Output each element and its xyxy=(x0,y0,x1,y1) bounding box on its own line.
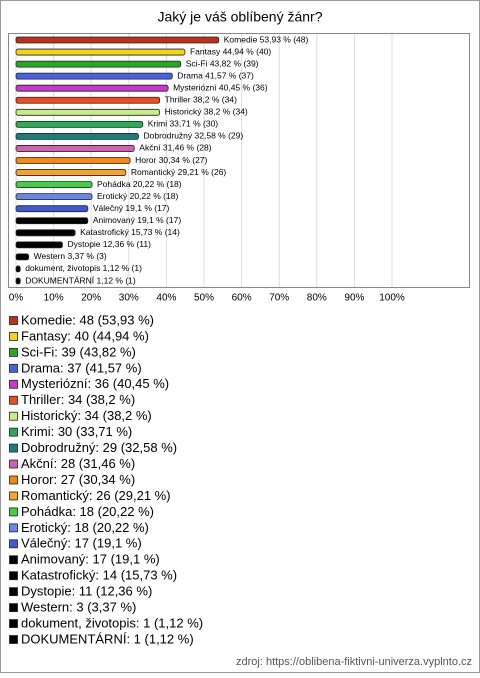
bar-label: Animovaný 19,1 % (17) xyxy=(93,215,182,225)
legend-label: Western: 3 (3,37 %) xyxy=(21,600,136,615)
legend-swatch xyxy=(9,635,18,644)
bar-label: Horor 30,34 % (27) xyxy=(135,155,207,165)
bar-label: Komedie 53,93 % (48) xyxy=(224,34,309,44)
legend-label: dokument, životopis: 1 (1,12 %) xyxy=(21,615,203,630)
bar xyxy=(15,181,93,189)
bar xyxy=(15,84,169,92)
bar xyxy=(15,157,131,164)
legend-label: Mysteriózní: 36 (40,45 %) xyxy=(21,376,169,391)
legend-label: Fantasy: 40 (44,94 %) xyxy=(21,328,149,343)
legend-swatch xyxy=(9,571,18,581)
x-tick-label: 20% xyxy=(81,293,101,304)
legend-swatch xyxy=(9,507,18,517)
bar-label: Thriller 38,2 % (34) xyxy=(165,95,237,105)
bar xyxy=(15,96,161,104)
legend-swatch xyxy=(9,316,18,325)
x-tick-label: 0% xyxy=(9,293,24,304)
legend-swatch xyxy=(9,332,18,341)
legend-swatch xyxy=(9,491,18,501)
legend-swatch xyxy=(9,603,18,612)
legend-swatch xyxy=(9,539,18,549)
bar xyxy=(15,241,63,249)
legend-label: Historický: 34 (38,2 %) xyxy=(21,408,152,423)
legend-label: Krimi: 30 (33,71 %) xyxy=(21,424,132,439)
legend-label: Erotický: 18 (20,22 %) xyxy=(21,520,149,535)
bar-label: Dystopie 12,36 % (11) xyxy=(67,239,151,249)
legend-label: Pohádka: 18 (20,22 %) xyxy=(21,504,154,519)
bar xyxy=(15,132,139,140)
legend-swatch xyxy=(9,395,18,405)
x-tick-label: 40% xyxy=(156,293,176,304)
legend-swatch xyxy=(9,443,18,453)
bar xyxy=(15,169,127,176)
bar-label: Sci-Fi 43,82 % (39) xyxy=(186,58,259,68)
x-tick-label: 70% xyxy=(269,293,289,304)
legend-swatch xyxy=(9,523,18,533)
bar-label: dokument, životopis 1,12 % (1) xyxy=(25,263,142,273)
legend-label: Akční: 28 (31,46 %) xyxy=(21,456,135,471)
legend-label: Thriller: 34 (38,2 %) xyxy=(21,392,135,407)
legend-label: Drama: 37 (41,57 %) xyxy=(21,360,142,375)
bar-label: Krimi 33,71 % (30) xyxy=(148,119,219,129)
bar xyxy=(15,120,144,128)
bar-label: Akční 31,46 % (28) xyxy=(139,143,211,153)
x-tick-label: 10% xyxy=(44,293,64,304)
bar xyxy=(15,253,30,261)
legend-label: Sci-Fi: 39 (43,82 %) xyxy=(21,344,136,359)
legend-label: Katastrofický: 14 (15,73 %) xyxy=(21,568,177,583)
bar xyxy=(15,265,21,273)
legend-swatch xyxy=(9,379,18,389)
source: zdroj: https://oblibena-fiktivni-univerz… xyxy=(236,656,472,668)
legend-swatch xyxy=(9,427,18,437)
bar-label: Katastrofický 15,73 % (14) xyxy=(80,227,180,237)
bar xyxy=(15,72,173,80)
x-tick-label: 100% xyxy=(379,293,405,304)
bar-label: Erotický 20,22 % (18) xyxy=(97,191,178,201)
bar-label: Pohádka 20,22 % (18) xyxy=(97,179,182,189)
bar xyxy=(15,145,135,152)
bar xyxy=(15,229,76,237)
x-tick-label: 90% xyxy=(344,293,364,304)
legend-swatch xyxy=(9,475,18,485)
legend-label: Válečný: 17 (19,1 %) xyxy=(21,536,142,551)
bar xyxy=(15,36,220,44)
legend-swatch xyxy=(9,619,18,628)
x-tick-label: 50% xyxy=(194,293,214,304)
legend-label: Horor: 27 (30,34 %) xyxy=(21,472,135,487)
bar-label: Dobrodružný 32,58 % (29) xyxy=(144,131,244,141)
x-tick-label: 80% xyxy=(307,293,327,304)
legend-label: Animovaný: 17 (19,1 %) xyxy=(21,552,160,567)
legend-label: DOKUMENTÁRNÍ: 1 (1,12 %) xyxy=(21,631,194,646)
legend-swatch xyxy=(9,411,18,421)
chart-title: Jaký je váš oblíbený žánr? xyxy=(158,9,323,25)
legend-label: Dystopie: 11 (12,36 %) xyxy=(21,584,152,599)
bar-label: Romantický 29,21 % (26) xyxy=(131,167,227,177)
bar xyxy=(15,277,21,285)
bar-label: Western 3,37 % (3) xyxy=(34,251,107,261)
bar-label: DOKUMENTÁRNÍ 1,12 % (1) xyxy=(25,275,136,285)
legend-swatch xyxy=(9,363,18,373)
bar-label: Historický 38,2 % (34) xyxy=(165,107,248,117)
bar-label: Válečný 19,1 % (17) xyxy=(93,203,170,213)
legend-swatch xyxy=(9,587,18,597)
bar xyxy=(15,193,93,201)
bar xyxy=(15,48,186,56)
bar-label: Mysteriózní 40,45 % (36) xyxy=(173,82,268,92)
legend-swatch xyxy=(9,347,18,357)
legend-label: Romantický: 26 (29,21 %) xyxy=(21,488,171,503)
x-tick-label: 60% xyxy=(232,293,252,304)
bar xyxy=(15,108,161,116)
bar-label: Drama 41,57 % (37) xyxy=(177,70,254,80)
legend-label: Dobrodružný: 29 (32,58 %) xyxy=(21,440,177,455)
bar xyxy=(15,217,89,225)
legend-swatch xyxy=(9,459,18,469)
x-tick-label: 30% xyxy=(119,293,139,304)
bar xyxy=(15,60,182,68)
legend-swatch xyxy=(9,555,18,565)
legend-label: Komedie: 48 (53,93 %) xyxy=(21,312,154,327)
bar-label: Fantasy 44,94 % (40) xyxy=(190,46,271,56)
bar xyxy=(15,205,89,213)
